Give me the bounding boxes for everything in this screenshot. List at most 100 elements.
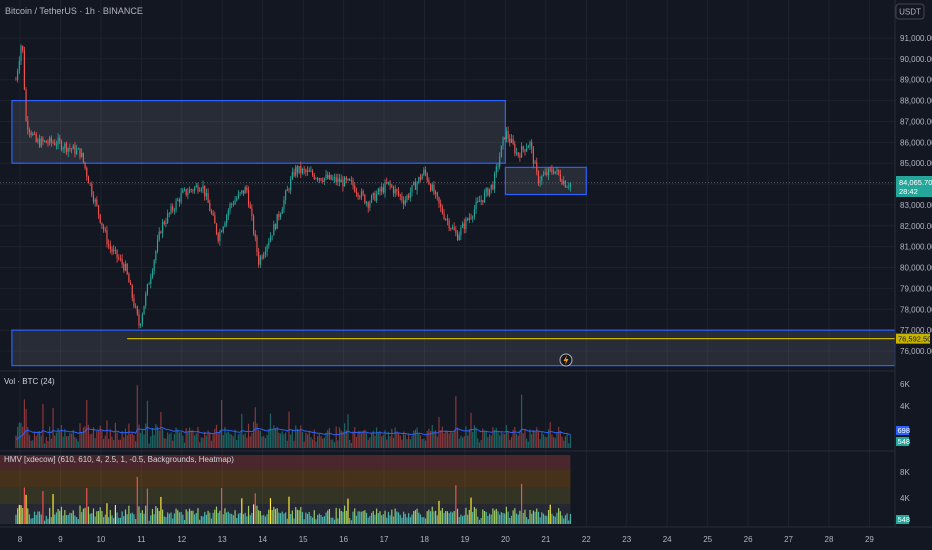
price-tick-label: 79,000.00	[900, 284, 932, 293]
volume-bar	[224, 426, 226, 448]
hmv-bar	[303, 519, 305, 524]
candle-body	[177, 199, 179, 201]
hmv-bar	[322, 516, 324, 524]
hmv-bar	[33, 511, 36, 524]
volume-bar	[207, 430, 209, 448]
candle-body	[151, 270, 154, 278]
volume-bar	[27, 427, 29, 448]
candle-body	[54, 142, 56, 146]
hmv-bar	[81, 512, 83, 524]
candle-body	[118, 257, 120, 259]
volume-bar	[214, 428, 216, 448]
candle-body	[494, 173, 496, 190]
hmv-pane-title[interactable]: HMV [xdecow] (610, 610, 4, 2.5, 1, -0.5,…	[4, 455, 234, 464]
time-axis[interactable]: 8 9 10 11 12 13 14 15 16 17 18 19 20 21 22 23 24 25 26 27 28…	[18, 535, 875, 544]
hmv-bar	[286, 518, 288, 524]
hmv-bar	[38, 511, 41, 524]
candle-body	[204, 185, 206, 197]
current-consolidation-zone[interactable]	[504, 166, 587, 196]
support-price-tag-text: 76,592.50	[898, 335, 931, 344]
volume-bar	[205, 435, 207, 448]
volume-bar	[150, 436, 152, 448]
candle-body	[367, 202, 369, 208]
volume-bar	[391, 428, 393, 448]
hmv-bar	[458, 516, 460, 524]
candle-body	[197, 185, 199, 192]
candle-body	[315, 178, 317, 180]
hmv-bar	[520, 483, 523, 524]
hmv-bar	[111, 515, 113, 524]
volume-bar	[229, 433, 231, 448]
upper-resistance-zone[interactable]	[11, 99, 506, 164]
candle-body	[510, 138, 513, 143]
volume-pane-title[interactable]: Vol · BTC (24)	[4, 377, 55, 386]
candle-body	[337, 178, 339, 183]
candle-body	[123, 264, 125, 271]
volume-bar	[494, 429, 496, 448]
time-tick-label: 10	[96, 535, 105, 544]
volume-bar	[212, 433, 214, 448]
candle-body	[406, 195, 408, 201]
hmv-bar	[133, 514, 135, 524]
hmv-bar	[519, 510, 521, 524]
volume-bar	[381, 436, 383, 448]
hmv-bar	[116, 512, 118, 524]
volume-bar	[382, 434, 384, 448]
hmv-bar	[462, 516, 464, 524]
volume-bar	[344, 423, 346, 448]
hmv-bar	[308, 511, 310, 524]
volume-ma-line	[15, 426, 571, 441]
candle-body	[541, 175, 543, 181]
hmv-bar	[472, 511, 474, 524]
hmv-bar	[360, 511, 363, 524]
hmv-bar	[57, 508, 59, 524]
hmv-bar	[532, 510, 534, 524]
hmv-bar	[266, 514, 268, 524]
volume-bar	[239, 433, 241, 448]
hmv-bar	[310, 515, 312, 524]
symbol-title[interactable]: Bitcoin / TetherUS · 1h · BINANCE	[5, 6, 143, 16]
candle-body	[424, 169, 427, 174]
hmv-bar	[239, 512, 241, 524]
hmv-bar	[408, 513, 410, 524]
price-tick-label: 76,000.00	[900, 347, 932, 356]
candle-body	[40, 138, 42, 147]
hmv-bar	[549, 504, 551, 524]
volume-bar	[234, 429, 236, 448]
volume-bar	[497, 431, 499, 448]
candle-body	[261, 256, 263, 259]
volume-bar	[541, 432, 543, 448]
volume-bar	[37, 431, 39, 448]
lightning-icon[interactable]	[559, 353, 573, 367]
candle-body	[295, 166, 297, 176]
hmv-bar	[195, 513, 197, 524]
currency-button[interactable]	[895, 3, 925, 20]
time-tick-label: 21	[541, 535, 550, 544]
candle-body	[38, 139, 41, 147]
candles-layer	[15, 44, 572, 329]
price-tick-label: 78,000.00	[900, 305, 932, 314]
candle-body	[546, 172, 548, 176]
volume-bar	[517, 435, 519, 448]
volume-bar	[278, 432, 280, 448]
candle-body	[244, 187, 246, 194]
candle-body	[187, 192, 189, 195]
volume-tag	[896, 437, 909, 446]
candle-body	[561, 180, 563, 185]
volume-bar	[354, 427, 356, 448]
candle-body	[20, 45, 22, 61]
candle-body	[188, 189, 191, 193]
lower-demand-zone[interactable]	[11, 329, 896, 367]
zones-layer	[11, 99, 896, 367]
volume-bar	[569, 434, 572, 448]
hmv-bar	[76, 517, 78, 524]
time-tick-label: 12	[177, 535, 186, 544]
hmv-bar	[249, 515, 251, 524]
hmv-bar	[84, 507, 86, 524]
candle-body	[234, 200, 236, 205]
volume-bar	[156, 426, 159, 448]
hmv-bar	[156, 507, 159, 524]
hmv-bar	[475, 508, 477, 524]
hmv-bar	[372, 511, 374, 524]
